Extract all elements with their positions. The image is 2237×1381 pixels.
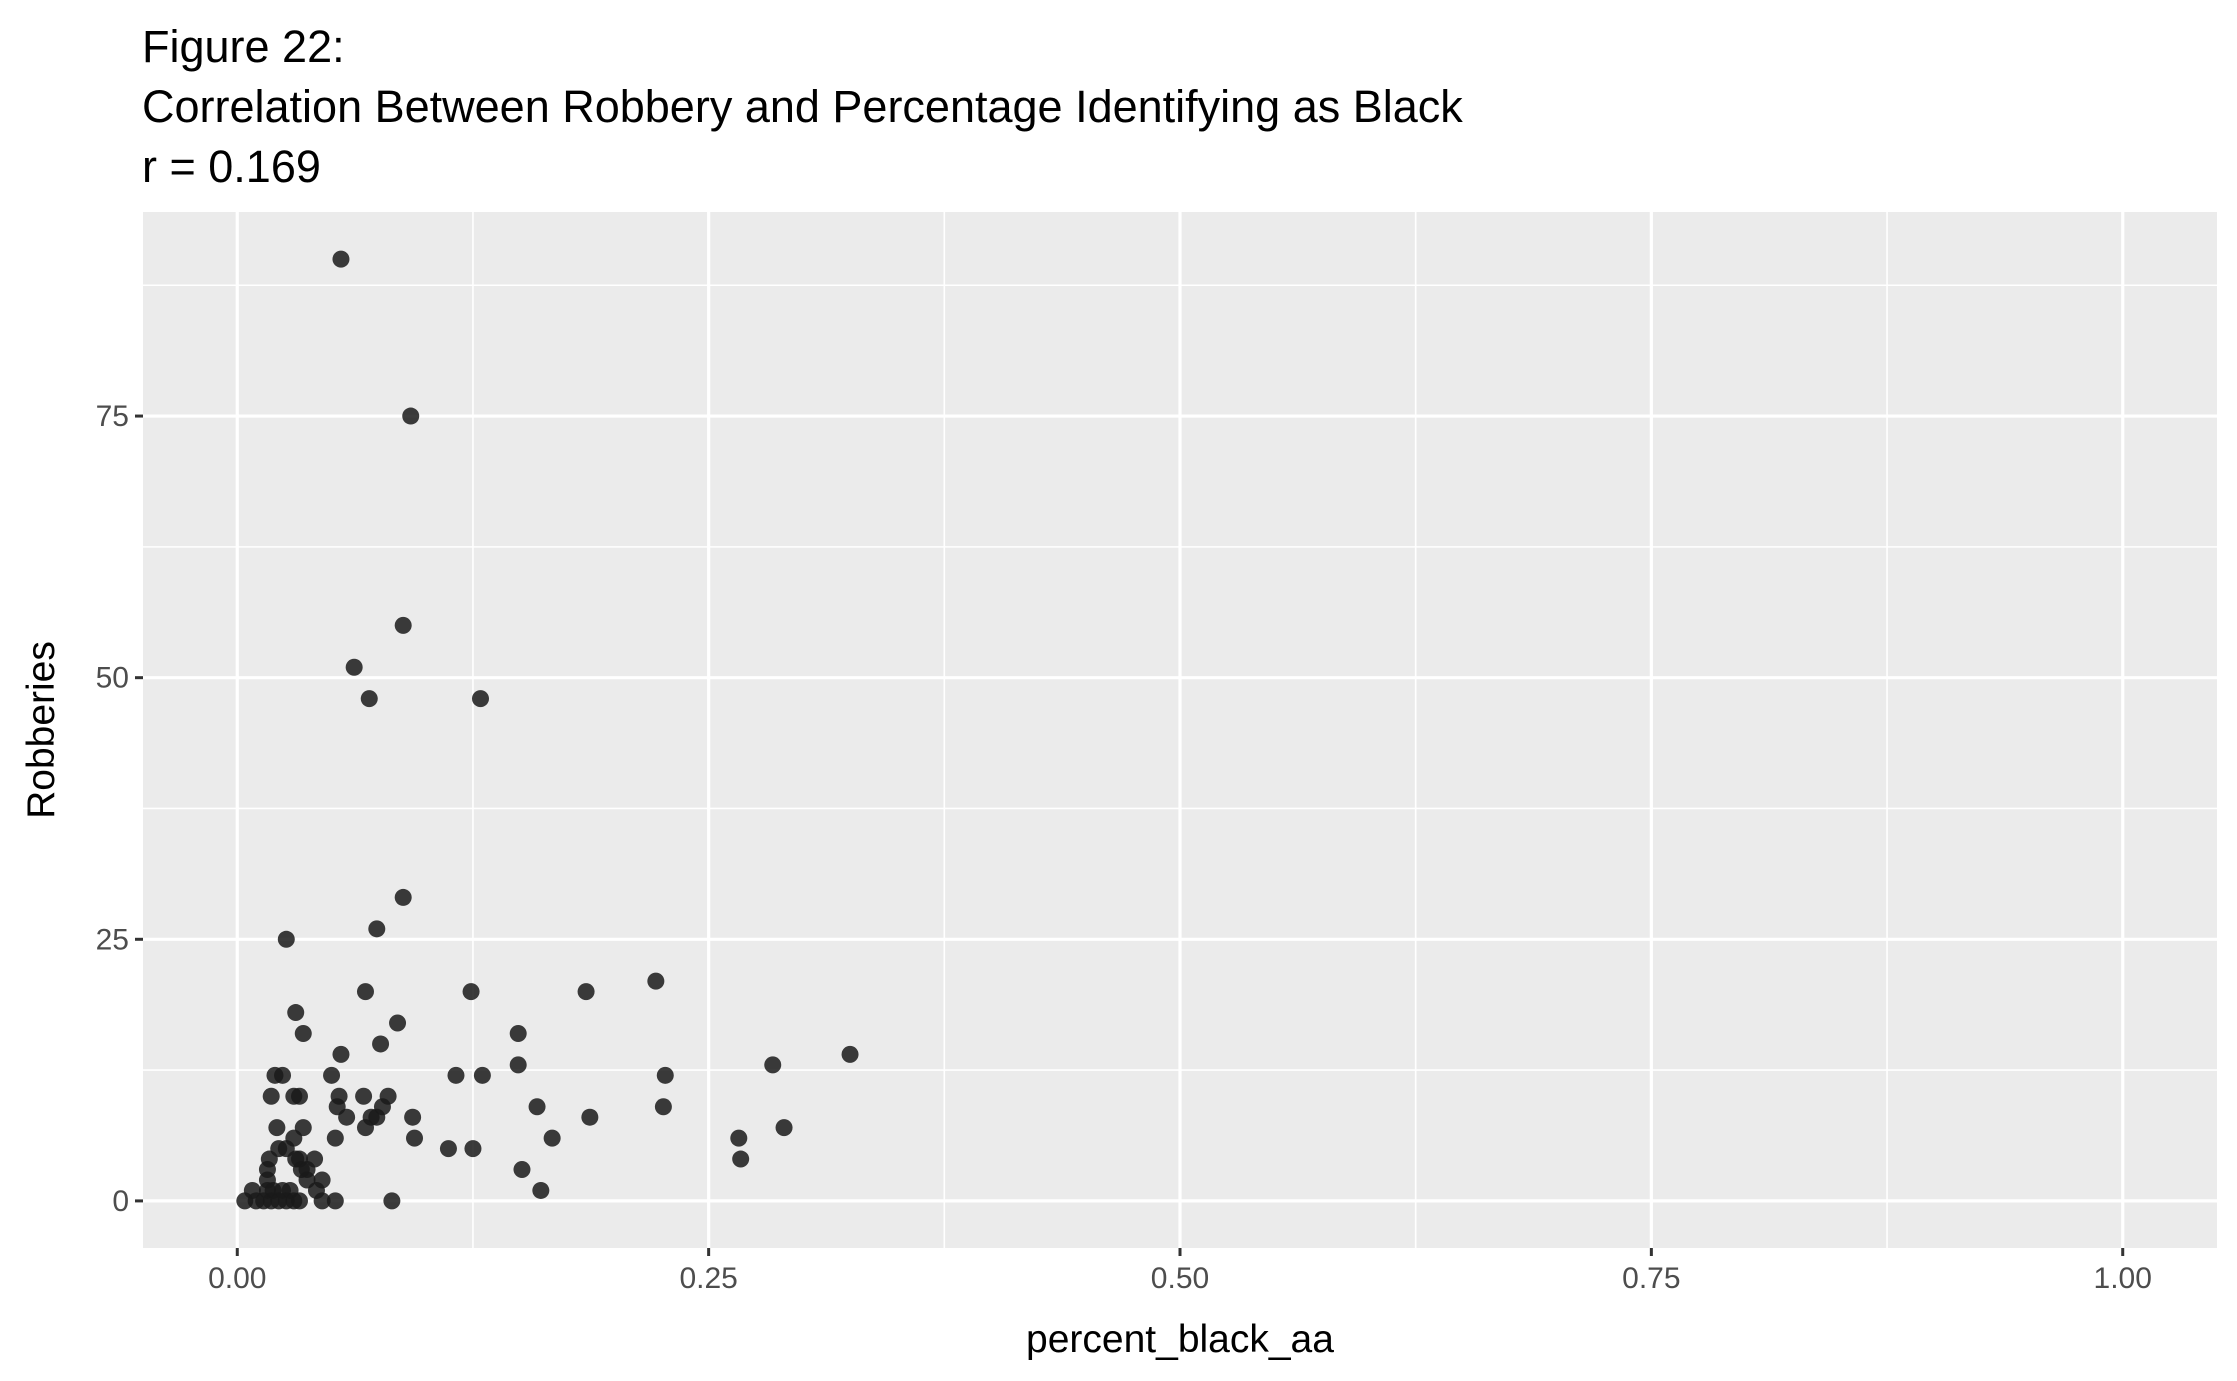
x-tick-label: 0.50 — [1151, 1262, 1209, 1295]
data-point — [464, 1140, 482, 1158]
data-point — [394, 888, 412, 906]
data-point — [528, 1098, 546, 1116]
y-axis: 0 25 50 75 — [96, 400, 143, 1218]
data-point — [647, 972, 665, 990]
data-point — [775, 1119, 793, 1137]
x-axis: 0.00 0.25 0.50 0.75 1.00 — [208, 1248, 2152, 1295]
x-axis-title: percent_black_aa — [1026, 1318, 1334, 1361]
data-point — [509, 1024, 527, 1042]
data-point — [513, 1161, 531, 1179]
data-point — [532, 1181, 550, 1199]
data-point — [290, 1087, 308, 1105]
data-point — [294, 1024, 312, 1042]
data-point — [730, 1129, 748, 1147]
title-line-2: Correlation Between Robbery and Percenta… — [142, 81, 1463, 132]
data-point — [654, 1098, 672, 1116]
data-point — [355, 1087, 373, 1105]
data-point — [439, 1140, 457, 1158]
y-tick-label: 0 — [112, 1185, 129, 1218]
data-point — [326, 1129, 344, 1147]
data-point — [447, 1066, 465, 1084]
data-point — [313, 1192, 331, 1210]
data-point — [764, 1056, 782, 1074]
y-tick-label: 75 — [96, 400, 129, 433]
y-tick-label: 50 — [96, 662, 129, 695]
title-line-3: r = 0.169 — [142, 141, 321, 192]
x-tick-label: 0.25 — [679, 1262, 737, 1295]
major-gridlines — [143, 212, 2217, 1248]
data-point — [323, 1066, 341, 1084]
data-point — [402, 407, 420, 425]
data-point — [356, 1119, 374, 1137]
data-point — [394, 616, 412, 634]
x-tick-label: 1.00 — [2094, 1262, 2152, 1295]
data-point — [287, 1004, 305, 1022]
title-line-1: Figure 22: — [142, 21, 345, 72]
y-tick-label: 25 — [96, 923, 129, 956]
data-point — [406, 1129, 424, 1147]
data-point — [509, 1056, 527, 1074]
data-point — [332, 1045, 350, 1063]
data-point — [268, 1119, 286, 1137]
data-point — [471, 690, 489, 708]
data-point — [360, 690, 378, 708]
data-point — [332, 250, 350, 268]
data-point — [345, 658, 363, 676]
data-points — [236, 250, 859, 1210]
y-axis-title: Robberies — [20, 641, 63, 819]
data-point — [277, 930, 295, 948]
data-point — [732, 1150, 750, 1168]
data-point — [462, 983, 480, 1001]
data-point — [656, 1066, 674, 1084]
x-tick-label: 0.75 — [1622, 1262, 1680, 1295]
data-point — [274, 1066, 292, 1084]
data-point — [326, 1192, 344, 1210]
data-point — [383, 1192, 401, 1210]
data-point — [543, 1129, 561, 1147]
data-point — [290, 1192, 308, 1210]
data-point — [581, 1108, 599, 1126]
data-point — [262, 1087, 280, 1105]
chart-title: Figure 22: Correlation Between Robbery a… — [142, 21, 1463, 192]
data-point — [368, 1108, 386, 1126]
data-point — [356, 983, 374, 1001]
x-tick-label: 0.00 — [208, 1262, 266, 1295]
data-point — [368, 920, 386, 938]
data-point — [841, 1045, 859, 1063]
data-point — [577, 983, 595, 1001]
data-point — [404, 1108, 422, 1126]
data-point — [372, 1035, 390, 1053]
data-point — [389, 1014, 407, 1032]
data-point — [473, 1066, 491, 1084]
data-point — [338, 1108, 356, 1126]
